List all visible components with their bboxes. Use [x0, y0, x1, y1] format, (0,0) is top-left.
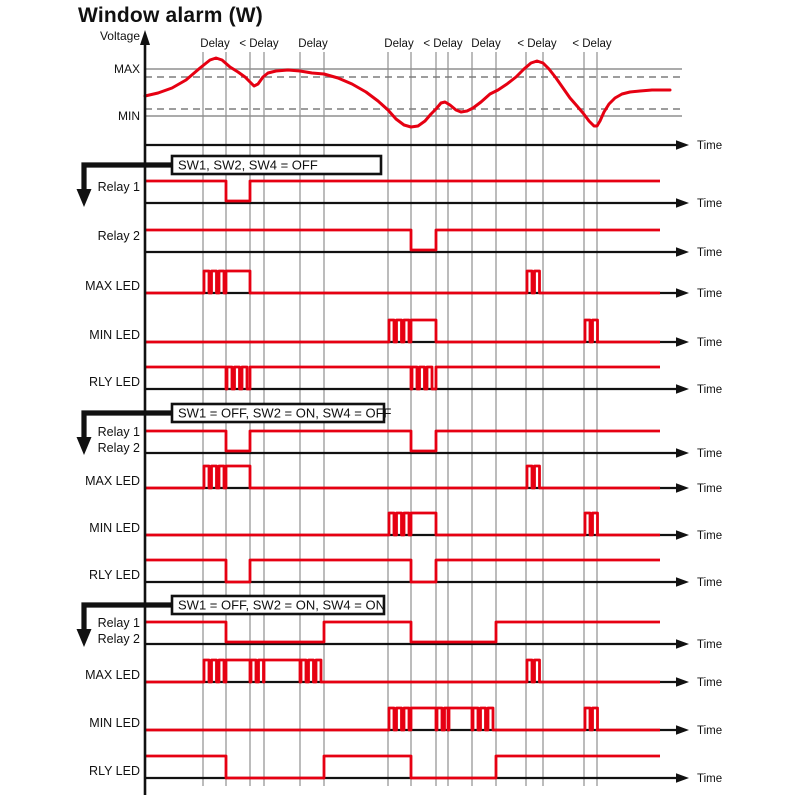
signal-trace: [145, 706, 660, 732]
switch-config-label: SW1, SW2, SW4 = OFF: [178, 158, 318, 173]
signal-trace: [145, 429, 660, 453]
time-axis-label: Time: [697, 337, 722, 349]
row-label: RLY LED: [89, 764, 140, 778]
time-axis-arrowhead: [676, 677, 689, 687]
time-axis-arrowhead: [676, 337, 689, 347]
signal-trace: [145, 464, 660, 490]
group-arrowhead: [76, 189, 92, 207]
time-axis-arrowhead: [676, 577, 689, 587]
time-axis-label: Time: [697, 577, 722, 589]
row-label: Relay 2: [98, 632, 140, 646]
time-axis-arrowhead: [676, 483, 689, 493]
time-axis-label: Time: [697, 448, 722, 460]
row-label: MIN LED: [89, 716, 140, 730]
delay-label: < Delay: [572, 38, 612, 50]
switch-config-box: [170, 154, 383, 176]
time-axis-label: Time: [697, 198, 722, 210]
delay-label: Delay: [471, 38, 501, 50]
page-title: Window alarm (W): [78, 4, 264, 27]
row-label: MAX LED: [85, 279, 140, 293]
row-label: Relay 1: [98, 616, 140, 630]
time-axis-arrowhead: [676, 140, 689, 150]
row-label: Relay 1: [98, 180, 140, 194]
time-axis-arrowhead: [676, 384, 689, 394]
delay-label: < Delay: [517, 38, 557, 50]
time-axis-label: Time: [697, 725, 722, 737]
time-axis-arrowhead: [676, 773, 689, 783]
signal-trace: [145, 228, 660, 252]
group-arrow: [81, 410, 172, 439]
signal-trace: [145, 754, 660, 780]
row-label: MIN LED: [89, 521, 140, 535]
signal-trace: [145, 269, 660, 295]
delay-label: < Delay: [239, 38, 279, 50]
voltage-axis-label: Voltage: [100, 29, 140, 43]
row-label: Relay 2: [98, 441, 140, 455]
min-label: MIN: [118, 109, 140, 123]
group-arrowhead: [76, 437, 92, 455]
delay-label: Delay: [298, 38, 328, 50]
time-axis-label: Time: [697, 677, 722, 689]
time-axis-label: Time: [697, 384, 722, 396]
group-arrow: [81, 602, 172, 631]
row-label: Relay 2: [98, 229, 140, 243]
switch-config-label: SW1 = OFF, SW2 = ON, SW4 = OFF: [178, 406, 392, 421]
time-axis-label: Time: [697, 639, 722, 651]
time-axis-arrowhead: [676, 448, 689, 458]
time-axis-arrowhead: [676, 198, 689, 208]
signal-trace: [145, 179, 660, 203]
signal-trace: [145, 365, 660, 391]
max-label: MAX: [114, 62, 140, 76]
time-axis-label: Time: [697, 247, 722, 259]
row-label: RLY LED: [89, 568, 140, 582]
signal-trace: [145, 620, 660, 644]
time-axis-label: Time: [697, 773, 722, 785]
switch-config-label: SW1 = OFF, SW2 = ON, SW4 = ON: [178, 598, 385, 613]
delay-label: Delay: [384, 38, 414, 50]
group-arrowhead: [76, 629, 92, 647]
voltage-axis-arrowhead: [140, 30, 150, 45]
row-label: Relay 1: [98, 425, 140, 439]
row-label: MAX LED: [85, 474, 140, 488]
row-label: RLY LED: [89, 375, 140, 389]
delay-label: Delay: [200, 38, 230, 50]
time-axis-label: Time: [697, 530, 722, 542]
voltage-curve: [143, 56, 672, 129]
time-axis-label: Time: [697, 483, 722, 495]
time-axis-label: Time: [697, 140, 722, 152]
time-axis-arrowhead: [676, 530, 689, 540]
signal-trace: [145, 511, 660, 537]
delay-label: < Delay: [423, 38, 463, 50]
switch-config-box: [170, 594, 386, 616]
time-axis-arrowhead: [676, 639, 689, 649]
time-axis-label: Time: [697, 288, 722, 300]
time-axis-arrowhead: [676, 288, 689, 298]
row-label: MIN LED: [89, 328, 140, 342]
group-arrow: [81, 162, 172, 191]
signal-trace: [145, 558, 660, 584]
time-axis-arrowhead: [676, 725, 689, 735]
time-axis-arrowhead: [676, 247, 689, 257]
switch-config-box: [170, 402, 386, 424]
row-label: MAX LED: [85, 668, 140, 682]
signal-trace: [145, 318, 660, 344]
signal-trace: [145, 658, 660, 684]
